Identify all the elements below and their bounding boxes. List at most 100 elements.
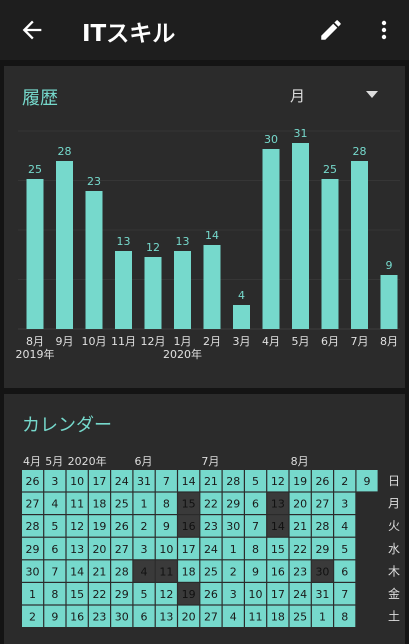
- calendar-day-cell[interactable]: [334, 515, 356, 537]
- calendar-day-cell[interactable]: [133, 583, 155, 605]
- calendar-day-cell[interactable]: [245, 492, 267, 514]
- calendar-day-cell[interactable]: [334, 470, 356, 492]
- back-arrow-icon[interactable]: [18, 16, 46, 44]
- bar[interactable]: [203, 245, 221, 329]
- calendar-day-cell[interactable]: [22, 470, 44, 492]
- calendar-day-cell[interactable]: [311, 583, 333, 605]
- calendar-day-cell[interactable]: [334, 605, 356, 627]
- calendar-day-cell[interactable]: [22, 537, 44, 560]
- calendar-day-cell[interactable]: [267, 537, 289, 560]
- calendar-day-cell[interactable]: [289, 470, 311, 492]
- bar[interactable]: [115, 251, 132, 329]
- calendar-day-cell[interactable]: [111, 492, 133, 514]
- calendar-day-cell[interactable]: [44, 470, 66, 492]
- calendar-day-cell[interactable]: [22, 583, 44, 605]
- calendar-day-cell[interactable]: [245, 470, 267, 492]
- calendar-day-cell[interactable]: [133, 470, 155, 492]
- calendar-day-cell[interactable]: [44, 492, 66, 514]
- calendar-day-cell[interactable]: [200, 605, 222, 627]
- calendar-day-cell[interactable]: [245, 515, 267, 537]
- calendar-day-cell[interactable]: [200, 470, 222, 492]
- calendar-day-cell[interactable]: [178, 605, 200, 627]
- calendar-day-cell[interactable]: [88, 537, 110, 560]
- calendar-day-cell[interactable]: [155, 560, 177, 582]
- calendar-day-cell[interactable]: [267, 515, 289, 537]
- calendar-day-cell[interactable]: [222, 537, 244, 560]
- more-vert-icon[interactable]: [372, 17, 396, 43]
- calendar-day-cell[interactable]: [44, 560, 66, 582]
- calendar-day-cell[interactable]: [44, 605, 66, 627]
- edit-pencil-icon[interactable]: [318, 17, 344, 43]
- calendar-day-cell[interactable]: [66, 605, 88, 627]
- calendar-day-cell[interactable]: [267, 560, 289, 582]
- calendar-day-cell[interactable]: [111, 560, 133, 582]
- bar[interactable]: [233, 305, 250, 329]
- calendar-day-cell[interactable]: [88, 515, 110, 537]
- calendar-day-cell[interactable]: [111, 583, 133, 605]
- calendar-day-cell[interactable]: [111, 470, 133, 492]
- calendar-day-cell[interactable]: [289, 492, 311, 514]
- calendar-day-cell[interactable]: [200, 515, 222, 537]
- calendar-day-cell[interactable]: [289, 537, 311, 560]
- calendar-day-cell[interactable]: [289, 515, 311, 537]
- calendar-day-cell[interactable]: [311, 515, 333, 537]
- calendar-day-cell[interactable]: [222, 605, 244, 627]
- calendar-day-cell[interactable]: [334, 537, 356, 560]
- calendar-day-cell[interactable]: [155, 537, 177, 560]
- bar[interactable]: [262, 149, 280, 329]
- calendar-day-cell[interactable]: [66, 583, 88, 605]
- bar[interactable]: [351, 161, 368, 329]
- calendar-day-cell[interactable]: [155, 470, 177, 492]
- calendar-day-cell[interactable]: [111, 537, 133, 560]
- bar[interactable]: [85, 191, 103, 329]
- bar[interactable]: [174, 251, 191, 329]
- calendar-day-cell[interactable]: [222, 492, 244, 514]
- bar[interactable]: [26, 179, 44, 329]
- calendar-day-cell[interactable]: [66, 537, 88, 560]
- calendar-day-cell[interactable]: [66, 560, 88, 582]
- calendar-day-cell[interactable]: [267, 605, 289, 627]
- calendar-day-cell[interactable]: [200, 560, 222, 582]
- calendar-day-cell[interactable]: [133, 515, 155, 537]
- calendar-day-cell[interactable]: [334, 492, 356, 514]
- calendar-day-cell[interactable]: [200, 492, 222, 514]
- calendar-day-cell[interactable]: [88, 492, 110, 514]
- calendar-day-cell[interactable]: [200, 583, 222, 605]
- calendar-day-cell[interactable]: [22, 492, 44, 514]
- calendar-day-cell[interactable]: [267, 470, 289, 492]
- calendar-day-cell[interactable]: [111, 515, 133, 537]
- calendar-day-cell[interactable]: [289, 605, 311, 627]
- calendar-day-cell[interactable]: [222, 560, 244, 582]
- calendar-day-cell[interactable]: [178, 470, 200, 492]
- bar[interactable]: [321, 179, 339, 329]
- calendar-day-cell[interactable]: [334, 583, 356, 605]
- calendar-day-cell[interactable]: [44, 583, 66, 605]
- calendar-day-cell[interactable]: [155, 605, 177, 627]
- calendar-day-cell[interactable]: [245, 560, 267, 582]
- calendar-day-cell[interactable]: [155, 583, 177, 605]
- calendar-day-cell[interactable]: [133, 492, 155, 514]
- calendar-day-cell[interactable]: [155, 492, 177, 514]
- calendar-day-cell[interactable]: [245, 537, 267, 560]
- calendar-day-cell[interactable]: [44, 515, 66, 537]
- calendar-day-cell[interactable]: [133, 537, 155, 560]
- calendar-day-cell[interactable]: [267, 583, 289, 605]
- calendar-day-cell[interactable]: [22, 605, 44, 627]
- calendar-day-cell[interactable]: [88, 605, 110, 627]
- dropdown-arrow-icon[interactable]: [366, 91, 378, 99]
- calendar-day-cell[interactable]: [245, 583, 267, 605]
- calendar-day-cell[interactable]: [245, 605, 267, 627]
- calendar-day-cell[interactable]: [289, 583, 311, 605]
- calendar-day-cell[interactable]: [22, 515, 44, 537]
- calendar-day-cell[interactable]: [311, 605, 333, 627]
- bar[interactable]: [144, 257, 162, 329]
- calendar-day-cell[interactable]: [178, 515, 200, 537]
- calendar-day-cell[interactable]: [66, 470, 88, 492]
- calendar-day-cell[interactable]: [66, 492, 88, 514]
- calendar-day-cell[interactable]: [88, 470, 110, 492]
- calendar-day-cell[interactable]: [311, 560, 333, 582]
- calendar-day-cell[interactable]: [133, 560, 155, 582]
- calendar-day-cell[interactable]: [155, 515, 177, 537]
- calendar-day-cell[interactable]: [311, 470, 333, 492]
- bar[interactable]: [292, 143, 309, 329]
